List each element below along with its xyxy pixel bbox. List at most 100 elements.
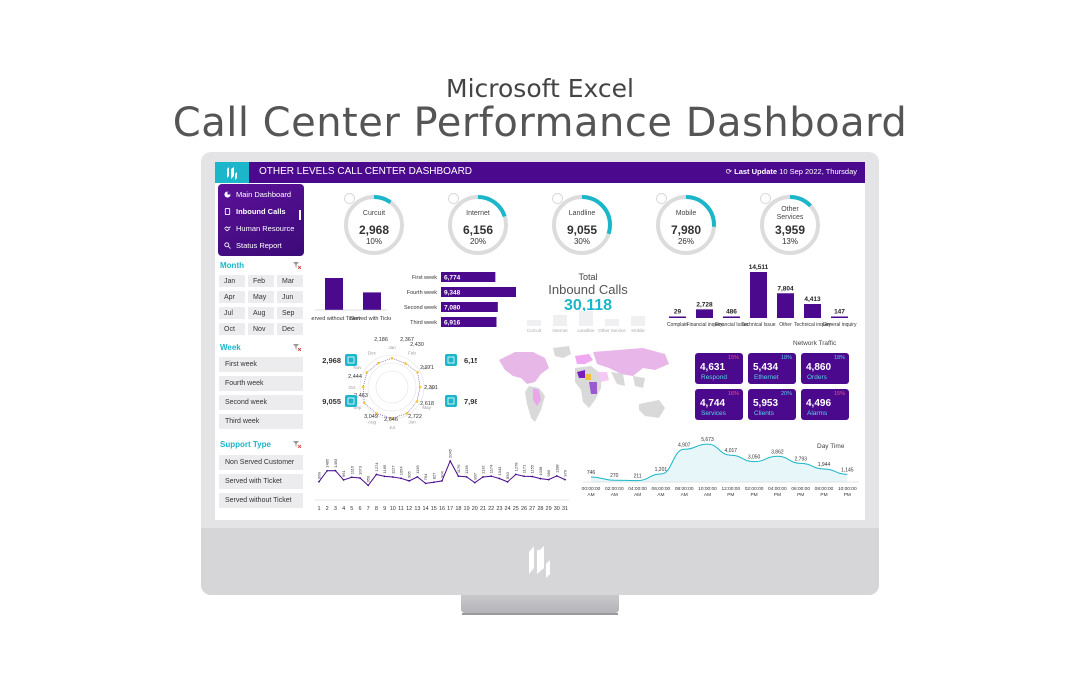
daily-point[interactable] [539,477,542,480]
daily-point[interactable] [531,475,534,478]
world-map[interactable] [493,342,679,442]
daily-point[interactable] [342,479,345,481]
pie-chart-icon [224,191,231,198]
daily-point[interactable] [367,484,370,487]
daily-point[interactable] [383,475,386,478]
week-slicer-item[interactable]: Fourth week [219,376,303,391]
radar-point[interactable] [390,356,394,360]
radar-point[interactable] [376,361,380,365]
radar-point[interactable] [362,401,366,405]
daily-point[interactable] [523,475,525,478]
served-bar[interactable] [363,292,381,310]
network-tile-value: 4,631 [700,362,726,373]
network-tile[interactable]: 20% 5,953 Clients [748,389,796,420]
served-bar[interactable] [325,278,343,310]
chart-icon[interactable] [345,395,357,407]
app-logo-icon[interactable] [215,162,249,183]
sidebar-item-human-resource[interactable]: Human Resource [224,224,294,233]
issue-bar[interactable] [831,316,848,319]
month-slicer-item[interactable]: Mar [277,275,303,287]
issue-bar-value: 486 [726,308,737,315]
daily-point[interactable] [318,480,320,483]
issue-bar[interactable] [696,309,713,318]
daily-point[interactable] [564,478,566,481]
radar-point[interactable] [361,385,365,389]
daily-point[interactable] [375,473,378,476]
radar-point[interactable] [404,362,407,365]
daily-point[interactable] [555,475,558,477]
week-slicer-item[interactable]: Second week [219,395,303,410]
month-slicer-item[interactable]: May [248,291,274,303]
month-slicer-item[interactable]: Nov [248,323,274,335]
network-tile[interactable]: 18% 4,860 Orders [801,353,849,384]
support-slicer-item[interactable]: Non Served Customer [219,455,303,470]
daily-point[interactable] [391,476,394,478]
daily-point[interactable] [506,480,509,483]
week-slicer-item[interactable]: Third week [219,414,303,429]
issue-bar[interactable] [777,293,794,318]
issue-bar[interactable] [804,304,821,318]
network-tile[interactable]: 16% 4,744 Services [695,389,743,420]
radar-point[interactable] [415,400,419,403]
month-slicer-item[interactable]: Jan [219,275,245,287]
issue-bar[interactable] [723,316,740,318]
week-bar[interactable] [441,302,498,312]
clear-filter-icon[interactable] [293,344,301,351]
daily-point[interactable] [457,475,460,478]
support-slicer-item[interactable]: Served with Ticket [219,474,303,489]
month-slicer-item[interactable]: Feb [248,275,274,287]
network-tile[interactable]: 15% 4,631 Respond [695,353,743,384]
refresh-icon[interactable]: ⟳ [725,167,733,176]
sidebar-item-inbound-calls[interactable]: Inbound Calls [224,207,286,216]
phone-icon[interactable] [445,354,457,366]
grid-icon[interactable] [445,395,457,407]
daily-point[interactable] [424,482,427,485]
sidebar-item-status-report[interactable]: Status Report [224,241,282,250]
support-slicer-title: Support Type [220,440,271,449]
month-slicer-item[interactable]: Jun [277,291,303,303]
daily-point[interactable] [326,469,329,472]
month-slicer-item[interactable]: Sep [277,307,303,319]
daily-point[interactable] [547,478,550,481]
daily-point[interactable] [432,481,435,484]
daily-point[interactable] [400,477,402,480]
daily-point[interactable] [416,475,419,478]
radar-point[interactable] [375,412,378,415]
daily-point[interactable] [482,476,484,478]
clear-filter-icon[interactable] [293,441,301,448]
daily-point[interactable] [465,475,468,478]
month-slicer-item[interactable]: Oct [219,323,245,335]
week-slicer-item[interactable]: First week [219,357,303,372]
sidebar-item-main-dashboard[interactable]: Main Dashboard [224,190,291,199]
daily-point[interactable] [490,475,493,478]
radar-point[interactable] [405,412,409,415]
month-slicer-item[interactable]: Apr [219,291,245,303]
network-tile[interactable]: 18% 5,434 Ethernet [748,353,796,384]
radar-point[interactable] [416,370,419,374]
circuit-icon[interactable] [345,354,357,366]
clear-filter-icon[interactable] [293,262,301,269]
week-bar[interactable] [441,317,497,327]
daily-point[interactable] [359,477,361,479]
week-bar[interactable] [441,272,496,282]
daily-point[interactable] [449,460,452,462]
support-slicer-item[interactable]: Served without Ticket [219,493,303,508]
daily-point[interactable] [408,480,411,482]
network-tile[interactable]: 15% 4,496 Alarms [801,389,849,420]
daily-point[interactable] [473,481,476,484]
daily-point[interactable] [514,473,517,476]
issue-bar[interactable] [750,272,767,318]
daily-point[interactable] [334,469,337,472]
daily-point[interactable] [498,477,501,480]
daily-point[interactable] [350,476,353,479]
month-slicer-item[interactable]: Jul [219,307,245,319]
kpi-label: Curcuit [362,210,386,217]
radar-point[interactable] [390,417,394,420]
daily-point[interactable] [441,480,443,482]
issue-bar[interactable] [669,316,686,319]
month-slicer-item[interactable]: Dec [277,323,303,335]
radar-point[interactable] [418,385,422,389]
week-bar[interactable] [441,287,516,297]
month-slicer-item[interactable]: Aug [248,307,274,319]
radar-point[interactable] [365,371,369,374]
